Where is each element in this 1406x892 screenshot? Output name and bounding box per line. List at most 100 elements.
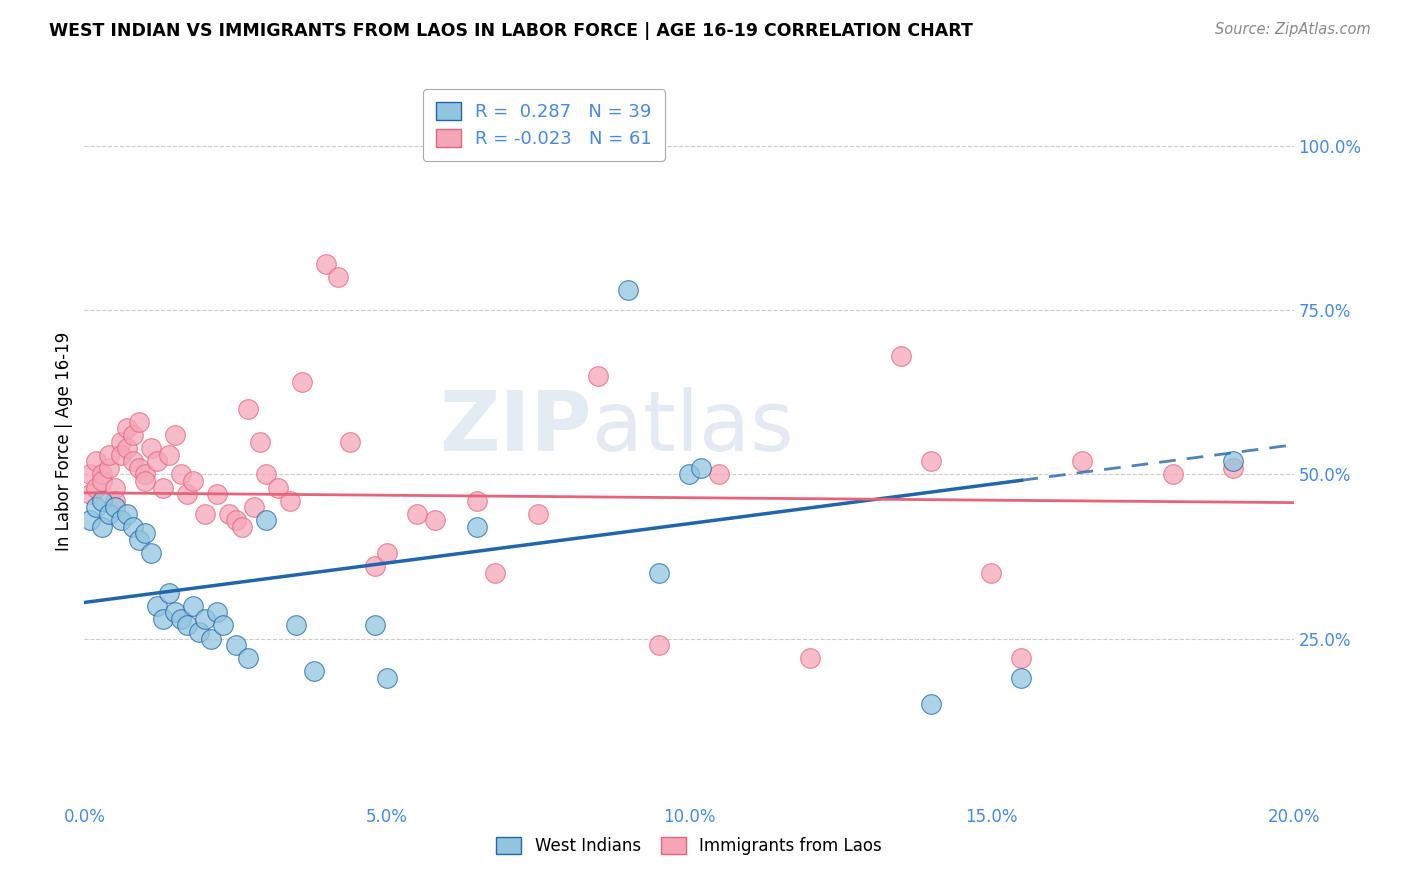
Point — [176, 618, 198, 632]
Point — [1011, 651, 1033, 665]
Point — [302, 665, 325, 679]
Point — [648, 638, 671, 652]
Point — [920, 454, 942, 468]
Point — [91, 474, 114, 488]
Point — [242, 500, 264, 515]
Point — [375, 671, 398, 685]
Point — [134, 526, 156, 541]
Point — [212, 618, 235, 632]
Point — [181, 474, 204, 488]
Point — [484, 566, 506, 580]
Point — [291, 376, 314, 390]
Point — [328, 270, 350, 285]
Point — [134, 474, 156, 488]
Point — [139, 546, 162, 560]
Point — [128, 415, 150, 429]
Point — [188, 625, 211, 640]
Point — [134, 467, 156, 482]
Point — [79, 487, 101, 501]
Text: WEST INDIAN VS IMMIGRANTS FROM LAOS IN LABOR FORCE | AGE 16-19 CORRELATION CHART: WEST INDIAN VS IMMIGRANTS FROM LAOS IN L… — [49, 22, 973, 40]
Point — [617, 284, 640, 298]
Point — [86, 481, 108, 495]
Text: Source: ZipAtlas.com: Source: ZipAtlas.com — [1215, 22, 1371, 37]
Point — [980, 566, 1002, 580]
Point — [79, 513, 101, 527]
Point — [254, 513, 277, 527]
Point — [104, 493, 127, 508]
Point — [79, 467, 101, 482]
Point — [146, 454, 169, 468]
Point — [121, 454, 143, 468]
Point — [176, 487, 198, 501]
Point — [194, 612, 217, 626]
Point — [709, 467, 731, 482]
Point — [115, 441, 138, 455]
Point — [157, 448, 180, 462]
Text: atlas: atlas — [592, 386, 794, 467]
Point — [648, 566, 671, 580]
Point — [690, 460, 713, 475]
Point — [165, 428, 187, 442]
Point — [121, 520, 143, 534]
Point — [423, 513, 446, 527]
Point — [115, 421, 138, 435]
Point — [363, 559, 385, 574]
Point — [181, 599, 204, 613]
Point — [110, 434, 132, 449]
Point — [1222, 454, 1244, 468]
Point — [406, 507, 429, 521]
Point — [363, 618, 385, 632]
Point — [97, 507, 120, 521]
Point — [225, 513, 247, 527]
Point — [231, 520, 253, 534]
Point — [278, 493, 301, 508]
Point — [128, 460, 150, 475]
Point — [588, 368, 610, 383]
Point — [115, 507, 138, 521]
Point — [218, 507, 240, 521]
Point — [165, 605, 187, 619]
Point — [128, 533, 150, 547]
Point — [152, 481, 174, 495]
Point — [97, 448, 120, 462]
Point — [86, 500, 108, 515]
Point — [110, 448, 132, 462]
Point — [527, 507, 550, 521]
Point — [97, 460, 120, 475]
Point — [157, 585, 180, 599]
Point — [170, 612, 193, 626]
Point — [678, 467, 700, 482]
Point — [236, 401, 259, 416]
Point — [86, 454, 108, 468]
Point — [267, 481, 290, 495]
Text: ZIP: ZIP — [440, 386, 592, 467]
Point — [467, 493, 489, 508]
Point — [121, 428, 143, 442]
Point — [152, 612, 174, 626]
Point — [236, 651, 259, 665]
Y-axis label: In Labor Force | Age 16-19: In Labor Force | Age 16-19 — [55, 332, 73, 551]
Point — [249, 434, 271, 449]
Point — [104, 500, 127, 515]
Point — [139, 441, 162, 455]
Point — [91, 520, 114, 534]
Point — [194, 507, 217, 521]
Point — [467, 520, 489, 534]
Point — [1222, 460, 1244, 475]
Point — [200, 632, 222, 646]
Legend: West Indians, Immigrants from Laos: West Indians, Immigrants from Laos — [488, 829, 890, 863]
Point — [1011, 671, 1033, 685]
Point — [1071, 454, 1094, 468]
Point — [1161, 467, 1184, 482]
Point — [207, 487, 229, 501]
Point — [315, 257, 337, 271]
Point — [207, 605, 229, 619]
Point — [375, 546, 398, 560]
Point — [799, 651, 821, 665]
Point — [920, 698, 942, 712]
Point — [285, 618, 308, 632]
Point — [890, 349, 912, 363]
Point — [339, 434, 361, 449]
Point — [104, 481, 127, 495]
Point — [110, 513, 132, 527]
